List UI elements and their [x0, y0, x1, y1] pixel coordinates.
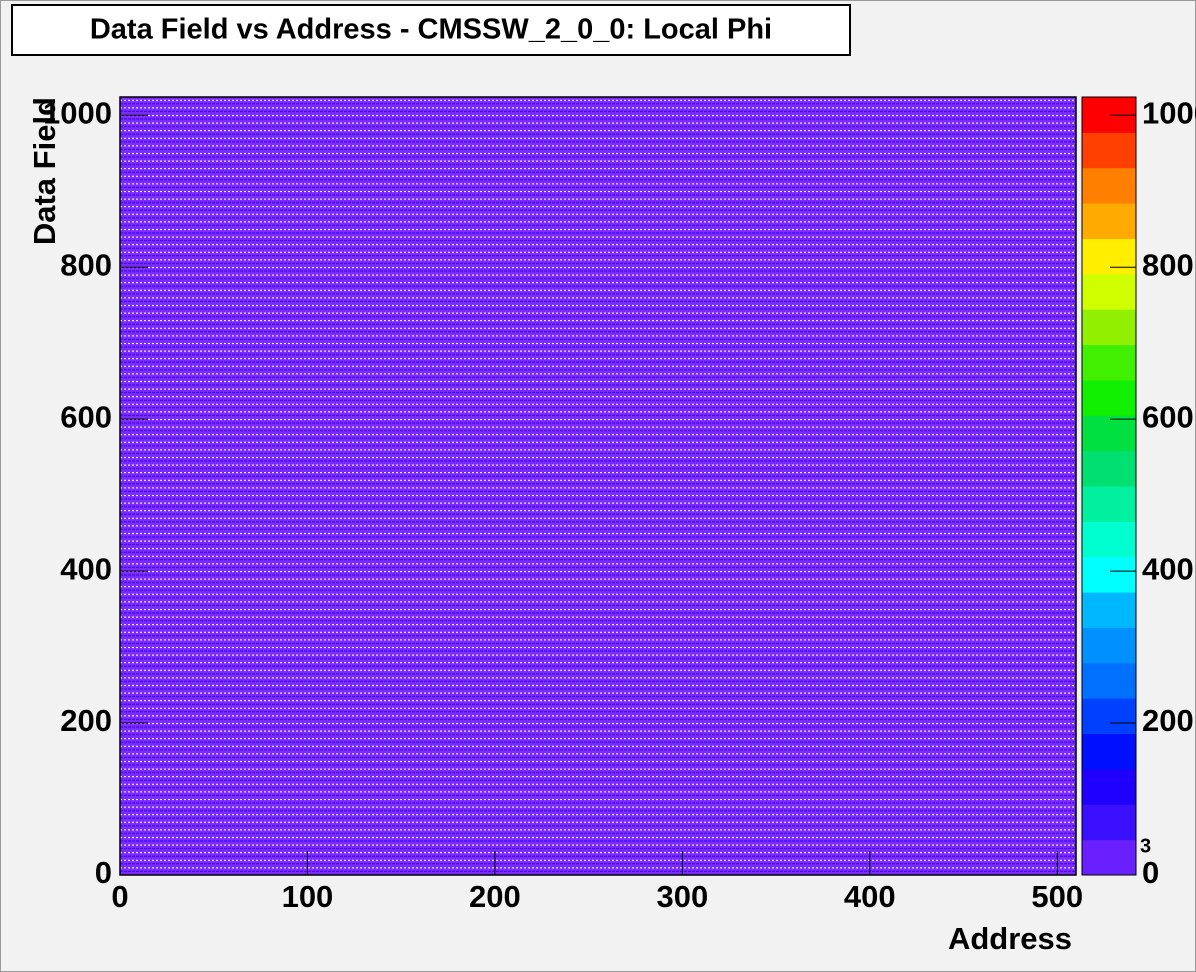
- title-box: [11, 4, 851, 56]
- x-tick-label: 0: [111, 879, 128, 914]
- y-tick-label: 800: [60, 247, 112, 282]
- x-tick-label: 400: [844, 879, 896, 914]
- x-axis-title: Address: [948, 921, 1072, 956]
- palette-box: [1082, 521, 1136, 558]
- palette-box: [1082, 167, 1136, 204]
- chart-title: Data Field vs Address - CMSSW_2_0_0: Loc…: [90, 14, 772, 46]
- palette-box: [1082, 662, 1136, 699]
- palette-box: [1082, 238, 1136, 275]
- y-axis-title: Data Field: [27, 97, 62, 245]
- z-tick-label: 400: [1142, 551, 1194, 586]
- z-tick-label: 800: [1142, 247, 1194, 282]
- palette-box: [1082, 309, 1136, 346]
- palette-box: [1082, 203, 1136, 239]
- palette-box: [1082, 132, 1136, 169]
- palette-box: [1082, 344, 1136, 381]
- palette-box: [1082, 839, 1136, 876]
- y-tick-label: 0: [95, 855, 112, 890]
- palette-box: [1082, 804, 1136, 841]
- y-tick-label: 1000: [43, 95, 112, 130]
- y-tick-label: 200: [60, 703, 112, 738]
- palette-box: [1082, 627, 1136, 664]
- palette-box: [1082, 592, 1136, 628]
- x-tick-label: 500: [1031, 879, 1083, 914]
- histogram-area: [120, 97, 1076, 875]
- palette-box: [1082, 450, 1136, 487]
- x-tick-label: 200: [469, 879, 521, 914]
- z-tick-label: 600: [1142, 399, 1194, 434]
- z-tick-label: 0: [1142, 855, 1159, 890]
- palette-box: [1082, 415, 1136, 452]
- palette-box: [1082, 698, 1136, 735]
- palette-box: [1082, 768, 1136, 805]
- z-tick-label: 200: [1142, 703, 1194, 738]
- palette-box: [1082, 273, 1136, 310]
- x-tick-label: 300: [656, 879, 708, 914]
- palette-exponent: 3: [1140, 835, 1151, 857]
- y-tick-label: 400: [60, 551, 112, 586]
- plot-frame: [119, 96, 1077, 876]
- y-tick-label: 600: [60, 399, 112, 434]
- palette-frame: [1081, 96, 1137, 876]
- palette-box: [1082, 379, 1136, 416]
- palette-box: [1082, 486, 1136, 522]
- z-tick-label: 1000: [1142, 95, 1196, 130]
- palette-box: [1082, 556, 1136, 593]
- palette-box: [1082, 733, 1136, 770]
- x-tick-label: 100: [282, 879, 334, 914]
